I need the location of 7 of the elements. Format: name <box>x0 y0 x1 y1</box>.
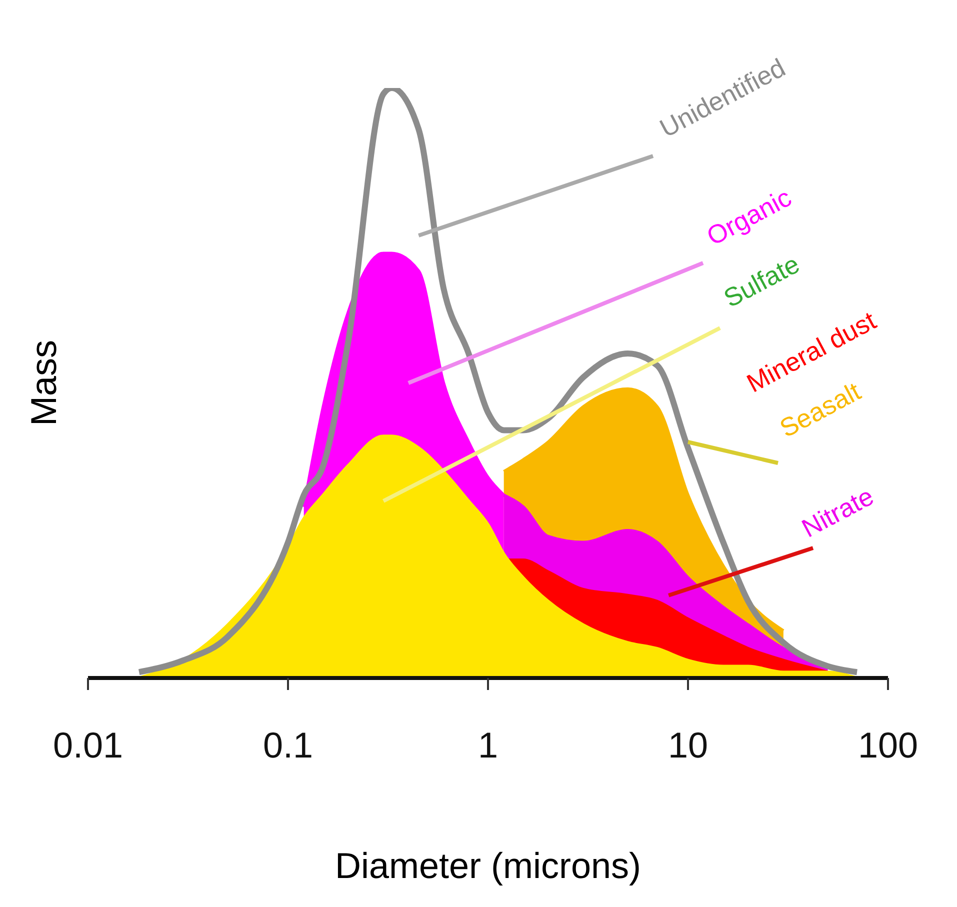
x-tick-label: 0.1 <box>262 724 314 766</box>
x-tick-label: 10 <box>668 724 708 766</box>
x-axis-title: Diameter (microns) <box>334 845 642 886</box>
x-tick-label: 100 <box>858 724 918 766</box>
x-tick-label: 0.01 <box>52 724 124 766</box>
y-axis-title: Mass <box>23 340 64 426</box>
x-tick-label: 1 <box>478 724 498 766</box>
